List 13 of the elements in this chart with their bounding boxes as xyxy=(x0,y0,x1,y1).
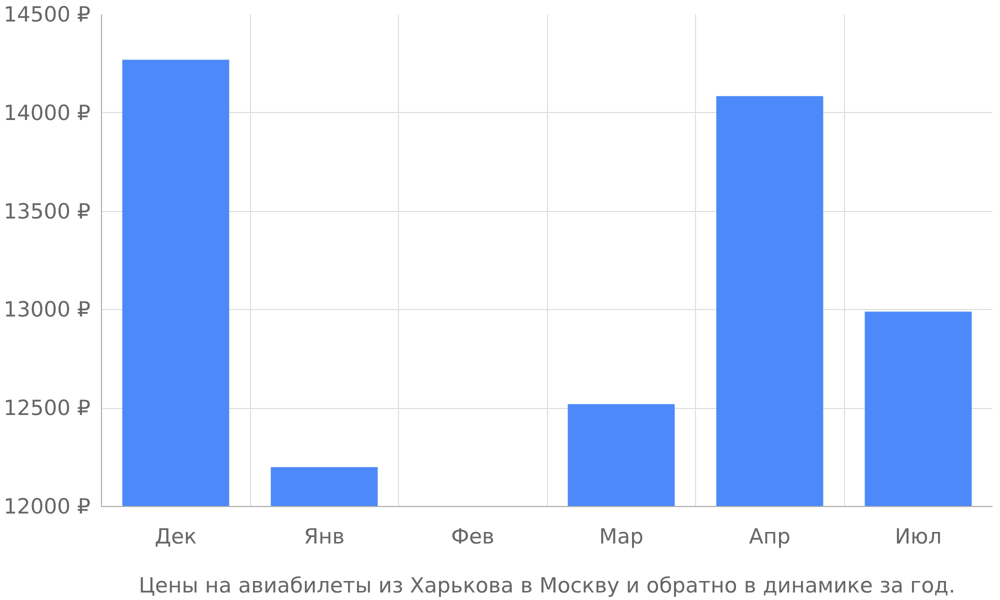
y-tick-label: 13000 ₽ xyxy=(4,298,91,322)
x-axis-title: Цены на авиабилеты из Харькова в Москву и обратно в динамике за год. xyxy=(138,574,956,598)
x-tick-label: Апр xyxy=(749,524,790,548)
y-tick-label: 14000 ₽ xyxy=(4,100,91,125)
y-tick-label: 12500 ₽ xyxy=(4,396,91,420)
x-tick-label: Янв xyxy=(304,524,345,548)
x-tick-label: Фев xyxy=(451,524,494,548)
y-tick-label: 12000 ₽ xyxy=(4,494,91,518)
x-tick-label: Июл xyxy=(894,524,942,548)
x-tick-label: Мар xyxy=(599,524,644,548)
y-tick-label: 14500 ₽ xyxy=(4,2,91,26)
x-tick-label: Дек xyxy=(154,524,197,548)
y-tick-label: 13500 ₽ xyxy=(4,199,91,224)
